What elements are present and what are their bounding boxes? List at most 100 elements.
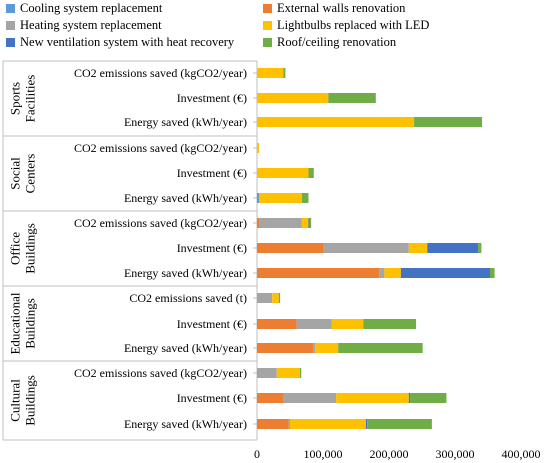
group-labels: SportsFacilitiesSocialCentersOfficeBuild…: [8, 75, 38, 426]
bar-office-buildings-co2-emissions-saved-kgco2-year-external-walls-renovation: [257, 218, 259, 228]
bar-educational-buildings-investment-heating-system-replacement: [296, 319, 332, 329]
row-label-investment: Investment (€): [177, 317, 247, 331]
row-label-co2-emissions-saved-t: CO2 emissions saved (t): [129, 291, 247, 305]
group-label-office-buildings: OfficeBuildings: [8, 223, 38, 274]
legend-label-roof-ceiling-renovation: Roof/ceiling renovation: [277, 35, 397, 49]
group-label-sports-facilities: SportsFacilities: [8, 75, 38, 123]
group-label-word: Facilities: [23, 75, 38, 123]
group-label-word: Educational: [8, 292, 23, 354]
bar-cultural-buildings-investment-lightbulbs-replaced-with-led: [336, 393, 409, 403]
legend-label-heating-system-replacement: Heating system replacement: [20, 18, 162, 32]
bar-office-buildings-energy-saved-kwh-year-heating-system-replacement: [379, 268, 385, 278]
x-tick-label: 400,000: [502, 447, 541, 461]
bar-cultural-buildings-investment-roof-ceiling-renovation: [410, 393, 447, 403]
x-axis-ticks: 0 100,000 200,000 300,000 400,000: [254, 447, 541, 461]
bar-educational-buildings-co2-emissions-saved-t-lightbulbs-replaced-with-led: [272, 293, 279, 303]
bar-educational-buildings-co2-emissions-saved-t-roof-ceiling-renovation: [278, 293, 281, 303]
bar-educational-buildings-investment-lightbulbs-replaced-with-led: [331, 319, 364, 329]
bar-office-buildings-energy-saved-kwh-year-external-walls-renovation: [257, 268, 380, 278]
x-tick-label: 200,000: [370, 447, 409, 461]
bar-educational-buildings-investment-external-walls-renovation: [257, 319, 297, 329]
bar-social-centers-investment-roof-ceiling-renovation: [308, 168, 314, 178]
row-label-co2-emissions-saved-kgco2-year: CO2 emissions saved (kgCO2/year): [74, 141, 247, 155]
bar-cultural-buildings-investment-external-walls-renovation: [257, 393, 284, 403]
bars: [257, 68, 495, 429]
bar-sports-facilities-energy-saved-kwh-year-lightbulbs-replaced-with-led: [257, 117, 415, 127]
group-label-word: Sports: [8, 82, 23, 115]
bar-office-buildings-investment-lightbulbs-replaced-with-led: [408, 243, 428, 253]
bar-educational-buildings-energy-saved-kwh-year-external-walls-renovation: [257, 343, 314, 353]
group-label-word: Buildings: [23, 298, 38, 349]
bar-cultural-buildings-investment-heating-system-replacement: [283, 393, 337, 403]
group-label-social-centers: SocialCenters: [8, 154, 38, 194]
bar-office-buildings-investment-roof-ceiling-renovation: [478, 243, 482, 253]
bar-cultural-buildings-investment-new-ventilation-system-with-heat-recovery: [408, 393, 411, 403]
group-label-text: OfficeBuildings: [8, 223, 38, 274]
row-label-co2-emissions-saved-kgco2-year: CO2 emissions saved (kgCO2/year): [74, 216, 247, 230]
row-label-energy-saved-kwh-year: Energy saved (kWh/year): [124, 417, 247, 431]
bar-cultural-buildings-energy-saved-kwh-year-lightbulbs-replaced-with-led: [290, 419, 366, 429]
x-tick-label: 0: [254, 447, 260, 461]
x-tick-label: 100,000: [304, 447, 343, 461]
bar-social-centers-energy-saved-kwh-year-cooling-system-replacement: [257, 193, 259, 203]
group-label-word: Buildings: [23, 223, 38, 274]
bar-office-buildings-co2-emissions-saved-kgco2-year-new-ventilation-system-with-heat-recovery: [308, 218, 310, 228]
bar-office-buildings-energy-saved-kwh-year-new-ventilation-system-with-heat-recovery: [400, 268, 490, 278]
group-label-text: SportsFacilities: [8, 75, 38, 123]
row-label-investment: Investment (€): [177, 391, 247, 405]
bar-sports-facilities-energy-saved-kwh-year-roof-ceiling-renovation: [414, 117, 483, 127]
bar-office-buildings-investment-heating-system-replacement: [323, 243, 409, 253]
row-label-investment: Investment (€): [177, 91, 247, 105]
bar-social-centers-co2-emissions-saved-kgco2-year-lightbulbs-replaced-with-led: [257, 143, 259, 153]
row-label-energy-saved-kwh-year: Energy saved (kWh/year): [124, 115, 247, 129]
row-label-investment: Investment (€): [177, 241, 247, 255]
bar-cultural-buildings-energy-saved-kwh-year-new-ventilation-system-with-heat-recovery: [365, 419, 368, 429]
row-labels: CO2 emissions saved (kgCO2/year) Investme…: [74, 66, 247, 431]
legend-label-new-ventilation-system-with-heat-recovery: New ventilation system with heat recover…: [20, 35, 235, 49]
bar-social-centers-energy-saved-kwh-year-lightbulbs-replaced-with-led: [258, 193, 302, 203]
bar-cultural-buildings-energy-saved-kwh-year-roof-ceiling-renovation: [367, 419, 432, 429]
group-label-cultural-buildings: CulturalBuildings: [8, 375, 38, 426]
row-label-energy-saved-kwh-year: Energy saved (kWh/year): [124, 191, 247, 205]
row-label-energy-saved-kwh-year: Energy saved (kWh/year): [124, 266, 247, 280]
row-label-co2-emissions-saved-kgco2-year: CO2 emissions saved (kgCO2/year): [74, 366, 247, 380]
row-label-energy-saved-kwh-year: Energy saved (kWh/year): [124, 341, 247, 355]
bar-cultural-buildings-energy-saved-kwh-year-external-walls-renovation: [257, 419, 289, 429]
bar-social-centers-energy-saved-kwh-year-roof-ceiling-renovation: [301, 193, 309, 203]
bar-educational-buildings-energy-saved-kwh-year-roof-ceiling-renovation: [338, 343, 423, 353]
bar-sports-facilities-investment-lightbulbs-replaced-with-led: [257, 93, 329, 103]
bar-educational-buildings-energy-saved-kwh-year-lightbulbs-replaced-with-led: [315, 343, 339, 353]
bar-cultural-buildings-co2-emissions-saved-kgco2-year-heating-system-replacement: [257, 368, 277, 378]
bar-office-buildings-co2-emissions-saved-kgco2-year-roof-ceiling-renovation: [309, 218, 312, 228]
group-label-word: Cultural: [8, 379, 23, 422]
bar-educational-buildings-investment-roof-ceiling-renovation: [363, 319, 417, 329]
legend-swatch-heating-system-replacement: [6, 21, 15, 30]
group-label-word: Social: [8, 157, 23, 190]
legend-swatch-roof-ceiling-renovation: [263, 38, 272, 47]
row-label-co2-emissions-saved-kgco2-year: CO2 emissions saved (kgCO2/year): [74, 66, 247, 80]
legend-swatch-external-walls-renovation: [263, 4, 272, 13]
bar-office-buildings-co2-emissions-saved-kgco2-year-lightbulbs-replaced-with-led: [301, 218, 309, 228]
category-axis-frame: [2, 60, 258, 441]
bar-office-buildings-co2-emissions-saved-kgco2-year-heating-system-replacement: [258, 218, 302, 228]
bar-educational-buildings-energy-saved-kwh-year-heating-system-replacement: [313, 343, 316, 353]
bar-social-centers-investment-lightbulbs-replaced-with-led: [257, 168, 309, 178]
legend: Cooling system replacement External walls…: [6, 1, 429, 49]
bar-office-buildings-investment-external-walls-renovation: [257, 243, 323, 253]
group-label-word: Buildings: [23, 375, 38, 426]
bar-sports-facilities-co2-emissions-saved-kgco2-year-lightbulbs-replaced-with-led: [257, 68, 284, 78]
group-label-text: SocialCenters: [8, 154, 38, 194]
bar-cultural-buildings-energy-saved-kwh-year-heating-system-replacement: [288, 419, 290, 429]
bar-office-buildings-investment-new-ventilation-system-with-heat-recovery: [427, 243, 479, 253]
bar-office-buildings-energy-saved-kwh-year-lightbulbs-replaced-with-led: [384, 268, 401, 278]
legend-label-lightbulbs-replaced-with-led: Lightbulbs replaced with LED: [277, 18, 429, 32]
legend-swatch-new-ventilation-system-with-heat-recovery: [6, 38, 15, 47]
bar-office-buildings-energy-saved-kwh-year-roof-ceiling-renovation: [489, 268, 495, 278]
group-label-word: Office: [8, 232, 23, 265]
bar-educational-buildings-co2-emissions-saved-t-heating-system-replacement: [257, 293, 273, 303]
legend-swatch-cooling-system-replacement: [6, 4, 15, 13]
legend-label-cooling-system-replacement: Cooling system replacement: [20, 1, 163, 15]
bar-sports-facilities-co2-emissions-saved-kgco2-year-roof-ceiling-renovation: [283, 68, 286, 78]
